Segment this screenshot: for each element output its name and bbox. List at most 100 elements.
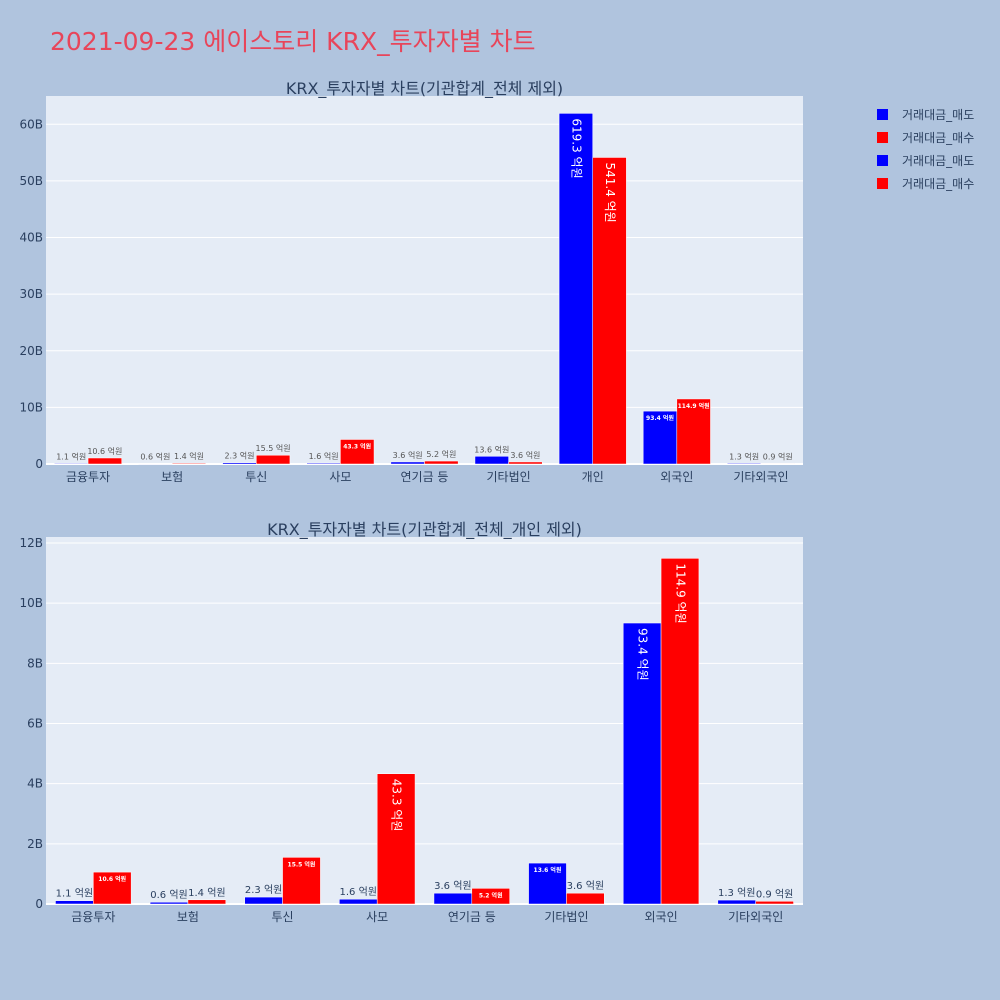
bar-sell[interactable] [222,462,257,465]
legend-swatch[interactable] [877,178,888,189]
data-label: 1.4 억원 [188,887,225,899]
legend-swatch[interactable] [877,109,888,120]
bar-buy[interactable] [376,773,416,905]
data-label: 43.3 억원 [390,779,404,832]
bar-buy[interactable] [340,439,375,465]
bar-sell[interactable] [717,899,756,905]
data-label: 93.4 억원 [646,414,674,422]
bar-buy[interactable] [566,892,605,905]
data-label: 10.6 억원 [98,875,126,883]
y-tick-label: 10B [19,596,43,610]
data-label: 13.6 억원 [534,866,562,874]
x-tick-label: 보험 [177,910,199,924]
legend-swatch[interactable] [877,132,888,143]
bar-sell[interactable] [149,901,189,905]
data-label: 3.6 억원 [510,450,540,460]
data-label: 10.6 억원 [87,446,122,456]
legend-label[interactable]: 거래대금_매도 [902,108,974,122]
data-label: 619.3 억원 [569,118,583,178]
bar-buy[interactable] [424,460,459,465]
legend-swatch[interactable] [877,155,888,166]
data-label: 1.1 억원 [56,451,86,461]
data-label: 0.6 억원 [140,452,170,462]
bar-sell[interactable] [622,622,662,905]
x-tick-label: 기타외국인 [728,910,783,924]
bar-sell[interactable] [55,900,94,905]
x-tick-label: 기타외국인 [733,470,788,484]
bar-sell[interactable] [244,896,283,905]
y-tick-label: 40B [19,231,43,245]
y-tick-label: 0 [35,457,43,471]
bar-sell[interactable] [138,463,173,465]
y-tick-label: 12B [19,536,43,550]
data-label: 3.6 억원 [567,880,604,892]
data-label: 43.3 억원 [343,442,371,450]
x-tick-label: 외국인 [660,470,693,484]
x-tick-label: 기타법인 [544,910,588,924]
data-label: 15.5 억원 [288,860,316,868]
bar-buy[interactable] [755,901,794,905]
data-label: 0.6 억원 [150,889,187,901]
x-tick-label: 연기금 등 [448,910,496,924]
bar-buy[interactable] [508,461,543,465]
bar-sell[interactable] [306,462,341,465]
bar-buy[interactable] [592,157,627,465]
data-label: 3.6 억원 [393,450,423,460]
legend-label[interactable]: 거래대금_매도 [902,154,974,168]
data-label: 114.9 억원 [673,563,687,623]
data-label: 5.2 억원 [426,449,456,459]
bar-buy[interactable] [171,462,207,465]
y-tick-label: 4B [27,777,43,791]
bar-sell[interactable] [54,463,89,465]
bar-sell[interactable] [642,410,678,465]
bar-sell[interactable] [474,456,509,465]
x-tick-label: 투신 [272,910,294,924]
data-label: 5.2 억원 [479,891,503,899]
data-label: 1.3 억원 [718,887,755,899]
bar-buy[interactable] [93,871,132,905]
chart-title: KRX_투자자별 차트(기관합계_전체_개인 제외) [267,520,582,540]
bar-buy[interactable] [87,457,122,465]
chart-title: KRX_투자자별 차트(기관합계_전체 제외) [286,79,563,99]
bar-sell[interactable] [390,461,425,465]
data-label: 2.3 억원 [245,884,282,896]
x-tick-label: 금융투자 [71,910,115,924]
y-tick-label: 50B [19,174,43,188]
bar-sell[interactable] [727,463,762,465]
y-tick-label: 30B [19,287,43,301]
chart-panel-top: 0 10B 20B 30B 40B 50B 60B KRX_투자자별 차트(기관합계_전체 제… [19,79,803,484]
bar-sell[interactable] [339,898,378,905]
y-tick-label: 6B [27,717,43,731]
bar-buy[interactable] [471,888,510,905]
legend-label[interactable]: 거래대금_매수 [902,177,974,191]
data-label: 0.9 억원 [756,888,793,900]
data-label: 541.4 억원 [603,162,617,222]
data-label: 0.9 억원 [763,451,793,461]
bar-sell[interactable] [433,892,473,905]
bar-sell[interactable] [528,862,567,905]
data-label: 1.1 억원 [56,888,93,900]
data-label: 93.4 억원 [636,628,650,681]
bar-buy[interactable] [187,899,227,905]
data-label: 3.6 억원 [434,880,471,892]
bar-buy[interactable] [282,857,321,905]
data-label: 1.6 억원 [309,451,339,461]
bar-buy[interactable] [760,463,795,465]
bar-buy[interactable] [256,454,291,465]
x-tick-label: 연기금 등 [401,470,449,484]
page-title: 2021-09-23 에이스토리 KRX_투자자별 차트 [50,27,536,56]
bar-buy[interactable] [660,558,700,905]
bar-buy[interactable] [676,398,711,465]
legend-label[interactable]: 거래대금_매수 [902,131,974,145]
data-label: 13.6 억원 [474,444,509,454]
x-tick-label: 개인 [582,470,604,484]
x-tick-label: 외국인 [645,910,678,924]
bar-sell[interactable] [558,113,593,465]
y-tick-label: 60B [19,117,43,131]
x-tick-label: 금융투자 [66,470,110,484]
data-label: 1.4 억원 [174,451,204,461]
x-tick-label: 기타법인 [487,470,531,484]
chart-panel-bottom: 0 2B 4B 6B 8B 10B 12B KRX_투자자별 차트(기관합계_전체_개인 제외… [19,520,803,924]
data-label: 1.3 억원 [729,451,759,461]
